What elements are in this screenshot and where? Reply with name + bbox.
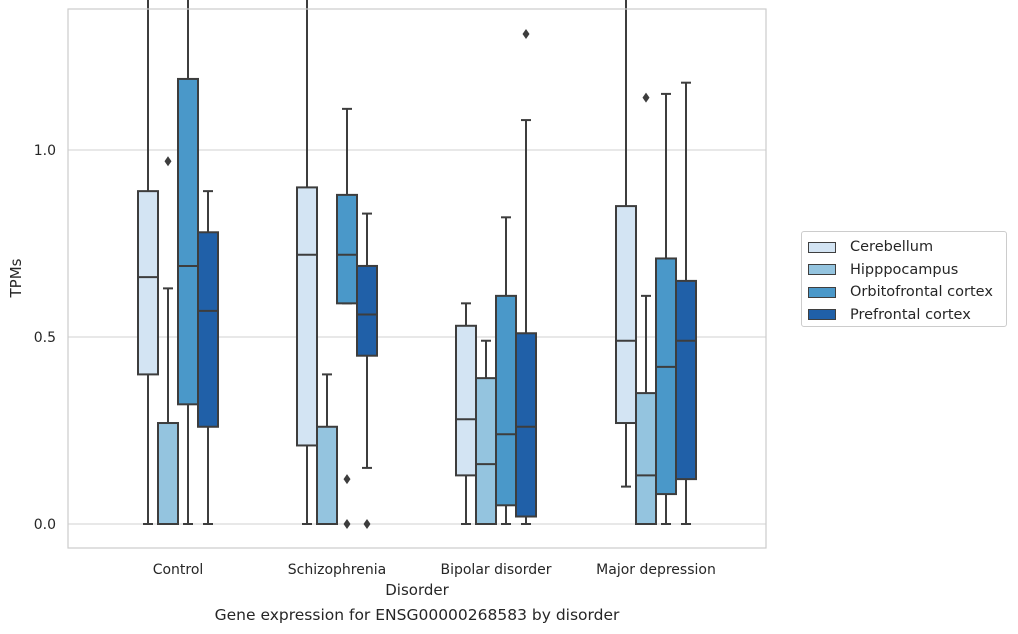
box-orbitofrontal-cortex xyxy=(336,107,358,529)
box-hipppocampus xyxy=(635,92,657,525)
box-iqr xyxy=(197,231,219,428)
box-iqr xyxy=(316,425,338,526)
legend-label: Cerebellum xyxy=(850,239,934,256)
legend-label: Prefrontal cortex xyxy=(850,306,971,323)
legend-item: Hipppocampus xyxy=(808,259,1000,282)
box-iqr xyxy=(615,205,637,425)
box-prefrontal-cortex xyxy=(356,212,378,529)
box-cerebellum xyxy=(296,0,318,525)
legend-swatch xyxy=(808,264,836,276)
box-iqr xyxy=(515,332,537,518)
box-hipppocampus xyxy=(316,373,338,526)
box-prefrontal-cortex xyxy=(197,190,219,525)
x-tick-label: Control xyxy=(153,562,204,578)
legend-swatch xyxy=(808,286,836,298)
box-iqr xyxy=(177,77,199,406)
x-tick-label: Schizophrenia xyxy=(288,562,386,578)
x-axis-label: Disorder xyxy=(385,581,449,599)
legend-item: Prefrontal cortex xyxy=(808,304,1000,327)
legend-label: Orbitofrontal cortex xyxy=(850,284,993,301)
y-tick-label: 0.0 xyxy=(34,517,56,533)
legend: Cerebellum Hipppocampus Orbitofrontal cort… xyxy=(801,231,1007,327)
box-iqr xyxy=(475,377,497,526)
y-axis-label: TPMs xyxy=(7,258,25,298)
box-iqr xyxy=(157,422,179,525)
x-tick-label: Bipolar disorder xyxy=(440,562,551,578)
figure-caption: Gene expression for ENSG00000268583 by d… xyxy=(214,606,620,624)
box-iqr xyxy=(675,279,697,481)
outlier-point xyxy=(164,156,172,167)
box-groups xyxy=(137,0,697,529)
box-orbitofrontal-cortex xyxy=(177,0,199,525)
box-hipppocampus xyxy=(475,339,497,526)
box-iqr xyxy=(455,324,477,477)
outlier-point xyxy=(363,519,371,529)
box-prefrontal-cortex xyxy=(675,81,697,525)
outlier-point xyxy=(642,92,650,103)
legend-label: Hipppocampus xyxy=(850,261,959,278)
legend-item: Orbitofrontal cortex xyxy=(808,281,1000,304)
legend-swatch xyxy=(808,309,836,321)
outlier-point xyxy=(522,29,530,40)
y-tick-label: 0.5 xyxy=(34,330,56,346)
legend-item: Cerebellum xyxy=(808,236,1000,259)
box-orbitofrontal-cortex xyxy=(655,92,677,525)
box-iqr xyxy=(296,186,318,447)
box-cerebellum xyxy=(615,0,637,488)
box-hipppocampus xyxy=(157,156,179,525)
box-cerebellum xyxy=(455,302,477,525)
box-iqr xyxy=(495,294,517,507)
box-iqr xyxy=(336,193,358,305)
box-prefrontal-cortex xyxy=(515,29,537,525)
box-cerebellum xyxy=(137,0,159,525)
x-tick-labels: Control Schizophrenia Bipolar disorder Majo… xyxy=(153,562,716,578)
x-tick-label: Major depression xyxy=(596,562,716,578)
y-tick-labels: 0.00.51.01.52.02.5 xyxy=(34,143,56,533)
outlier-point xyxy=(343,519,351,529)
outlier-point xyxy=(343,474,351,485)
plot-frame xyxy=(67,8,767,549)
legend-swatch xyxy=(808,241,836,253)
y-tick-label: 1.0 xyxy=(34,143,56,159)
box-iqr xyxy=(635,392,657,525)
box-orbitofrontal-cortex xyxy=(495,216,517,525)
box-iqr xyxy=(137,190,159,376)
box-iqr xyxy=(356,264,378,357)
box-iqr xyxy=(655,257,677,496)
